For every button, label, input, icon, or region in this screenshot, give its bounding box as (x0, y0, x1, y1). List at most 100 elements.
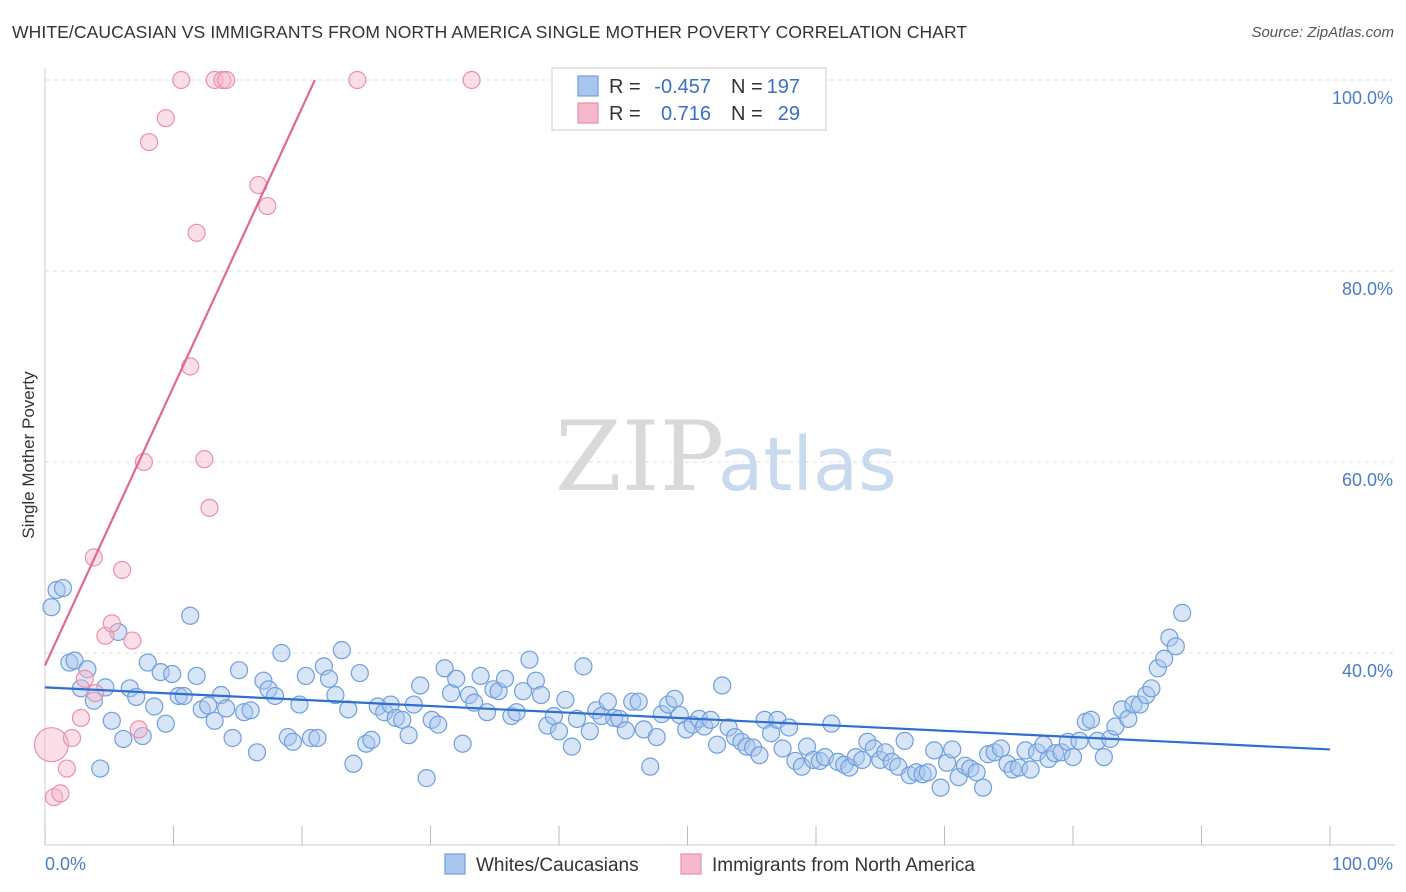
data-point-white (326, 685, 345, 705)
data-point-white (1124, 695, 1143, 714)
legend-n-value-2: 29 (778, 103, 800, 125)
data-point-white (471, 666, 490, 686)
data-point-white (641, 757, 660, 776)
data-point-white (308, 728, 327, 748)
gridlines (45, 79, 1395, 654)
data-point-white (447, 669, 466, 688)
data-point-white (991, 739, 1011, 758)
source-label: Source: ZipAtlas.com (1251, 24, 1394, 41)
series-immigrants-points (33, 70, 481, 807)
bottom-legend: Whites/Caucasians Immigrants from North … (444, 853, 975, 876)
data-point-white (998, 754, 1017, 773)
data-point-white (138, 653, 157, 672)
trend-line-immigrants (44, 79, 316, 666)
data-point-white (163, 664, 182, 684)
data-point-white (549, 722, 569, 741)
y-tick-labels: 40.0% 60.0% 80.0% 100.0% (1332, 88, 1393, 681)
data-point-white (943, 740, 962, 759)
data-point-white (247, 743, 267, 762)
data-point-white (507, 703, 526, 722)
data-point-white (973, 778, 993, 797)
legend-r-value-2: 0.716 (661, 103, 711, 125)
data-point-white (199, 696, 218, 715)
data-point-white (411, 676, 430, 695)
data-point-white (918, 763, 937, 782)
data-point-white (393, 710, 412, 729)
y-tick-label: 40.0% (1342, 661, 1393, 681)
data-point-white (737, 737, 756, 756)
data-point-white (931, 778, 950, 797)
data-point-immigrant (71, 708, 91, 728)
data-point-white (864, 739, 883, 758)
data-point-white (713, 676, 732, 695)
data-point-white (520, 650, 539, 669)
data-point-white (876, 743, 895, 762)
data-point-white (526, 671, 545, 690)
data-point-white (616, 721, 635, 740)
data-point-white (623, 692, 642, 711)
data-point-white (1016, 741, 1035, 760)
data-point-white (1173, 603, 1192, 622)
data-point-white (435, 659, 454, 678)
watermark: ZIP atlas (555, 401, 897, 513)
data-point-immigrant (348, 70, 367, 90)
data-point-white (65, 651, 84, 670)
data-point-white (822, 714, 841, 733)
data-point-white (174, 686, 193, 706)
data-point-immigrant (195, 450, 214, 469)
data-point-white (567, 709, 587, 728)
data-point-white (1063, 747, 1083, 767)
data-point-white (96, 678, 115, 697)
chart-title: WHITE/CAUCASIAN VS IMMIGRANTS FROM NORTH… (12, 22, 968, 42)
data-point-white (339, 700, 358, 719)
data-point-white (858, 732, 877, 751)
data-point-immigrant (33, 727, 70, 763)
data-point-white (792, 757, 811, 776)
data-point-white (301, 728, 321, 748)
data-point-white (217, 699, 236, 718)
data-point-white (272, 643, 291, 663)
data-point-white (895, 731, 914, 750)
data-point-white (84, 691, 103, 710)
data-point-white (1112, 700, 1131, 719)
legend-r-label-1: R = (609, 76, 641, 98)
data-point-white (265, 686, 285, 706)
y-tick-label: 80.0% (1342, 279, 1393, 299)
data-point-white (332, 641, 351, 660)
data-point-white (156, 714, 175, 733)
data-point-white (254, 671, 273, 690)
data-point-white (967, 763, 986, 782)
data-point-white (750, 746, 769, 765)
data-point-white (1070, 731, 1089, 750)
legend: R = -0.457 N = 197 R = 0.716 N = 29 (551, 67, 827, 131)
data-point-white (1142, 679, 1161, 698)
data-point-white (399, 726, 418, 745)
watermark-zip: ZIP (555, 401, 724, 513)
data-point-immigrant (75, 669, 94, 688)
data-point-white (229, 661, 249, 680)
data-point-white (955, 756, 975, 775)
data-point-white (1166, 637, 1185, 656)
data-point-white (629, 692, 648, 711)
data-point-white (429, 715, 448, 734)
data-point-immigrant (187, 223, 206, 242)
data-point-immigrant (123, 631, 142, 650)
y-axis-label: Single Mother Poverty (19, 371, 38, 539)
data-point-white (707, 735, 727, 754)
data-point-white (441, 684, 461, 703)
data-point-immigrant (217, 70, 236, 90)
data-point-white (1003, 760, 1022, 779)
data-point-immigrant (200, 498, 219, 517)
data-point-white (477, 703, 497, 722)
data-point-white (562, 737, 581, 756)
data-point-immigrant (57, 759, 76, 778)
data-point-white (779, 718, 799, 737)
legend-n-label-2: N = (731, 103, 763, 125)
x-tick-label: 100.0% (1332, 854, 1393, 874)
legend-n-value-1: 197 (767, 76, 800, 98)
data-point-immigrant (462, 70, 481, 90)
data-point-immigrant (112, 560, 132, 580)
data-point-white (531, 685, 551, 705)
data-point-white (719, 718, 738, 737)
